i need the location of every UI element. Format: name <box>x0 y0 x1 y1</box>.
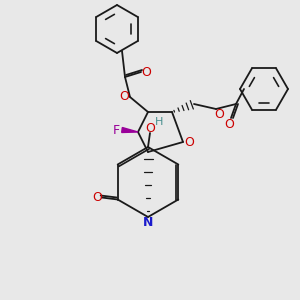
Text: O: O <box>145 122 155 136</box>
Text: F: F <box>112 124 120 136</box>
Text: O: O <box>224 118 234 130</box>
Text: O: O <box>141 65 151 79</box>
Text: O: O <box>184 136 194 148</box>
Text: O: O <box>92 191 102 204</box>
Text: N: N <box>143 215 153 229</box>
Text: O: O <box>119 89 129 103</box>
Text: H: H <box>155 117 163 127</box>
Text: O: O <box>214 107 224 121</box>
Polygon shape <box>122 128 138 133</box>
